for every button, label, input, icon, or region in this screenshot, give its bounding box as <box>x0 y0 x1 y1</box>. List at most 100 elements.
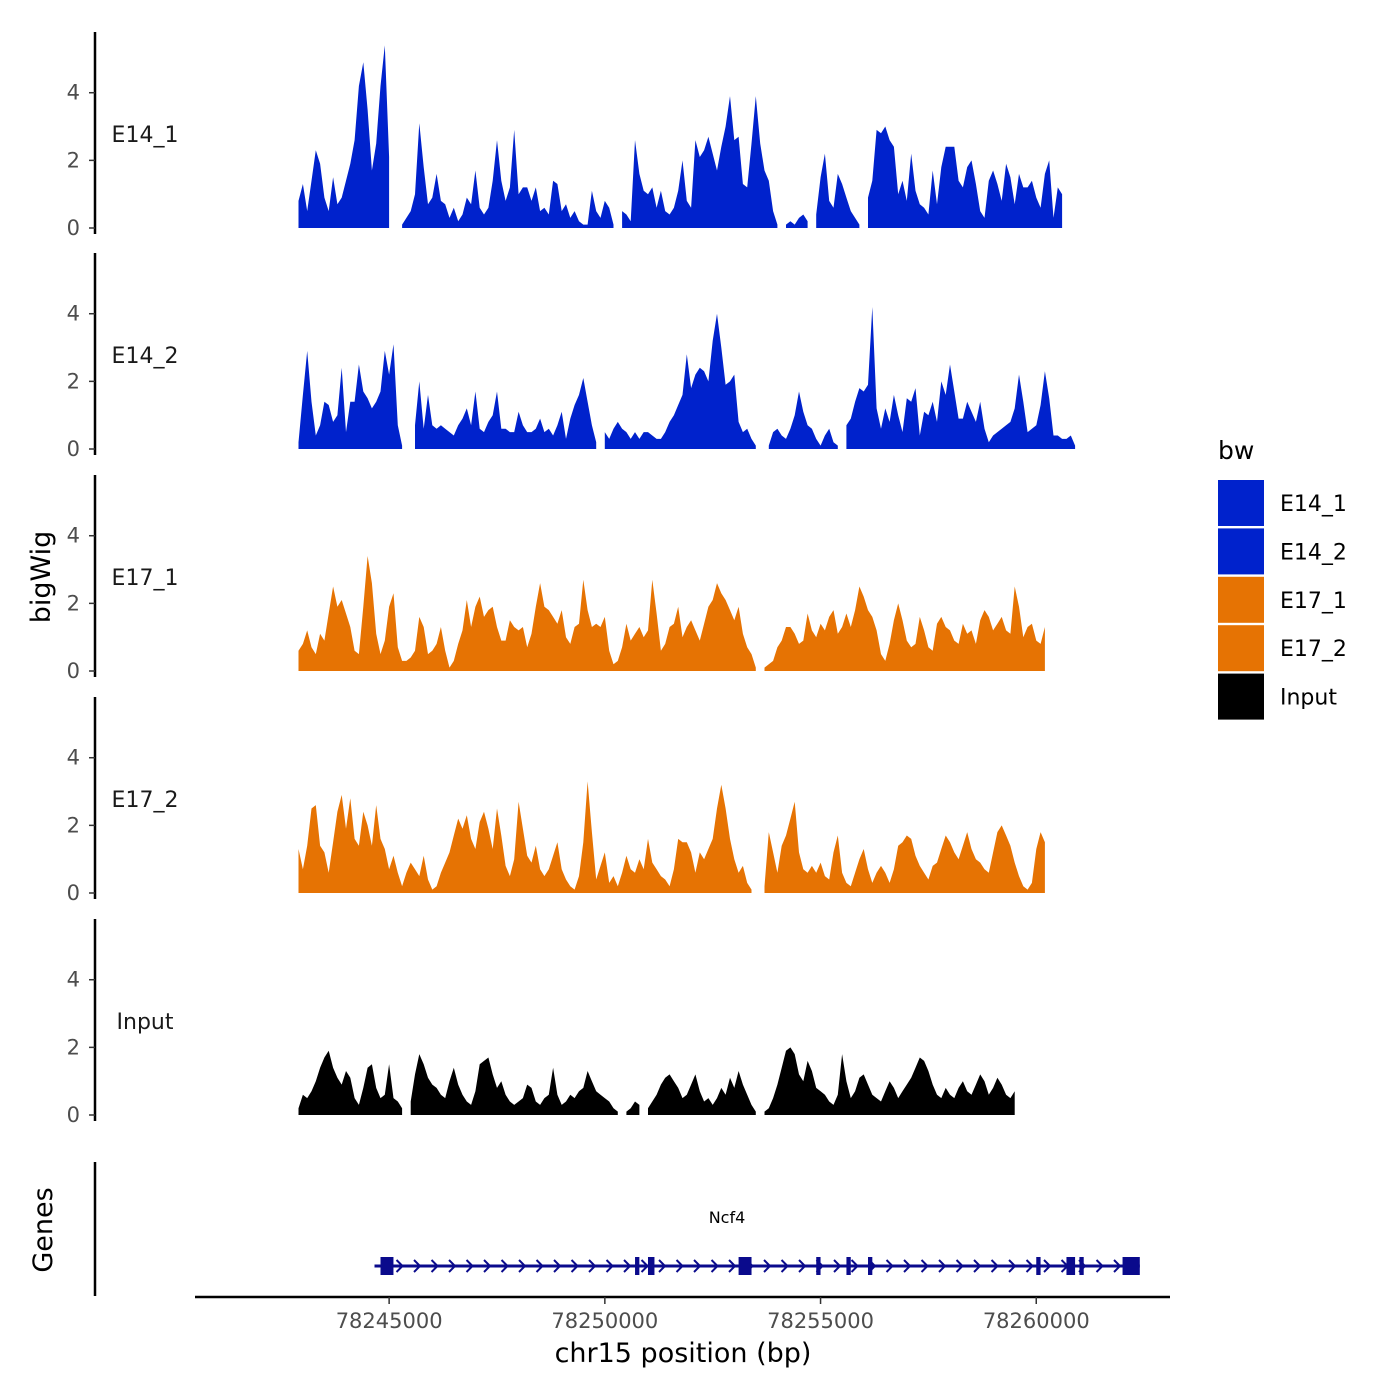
strand-arrow <box>483 1259 492 1273</box>
x-axis-title: chr15 position (bp) <box>555 1338 812 1369</box>
y-tick-label: 0 <box>67 1103 80 1127</box>
strand-arrow <box>798 1259 807 1273</box>
coverage-area-e14_1 <box>786 214 808 228</box>
track-panel-e17_2: 0 2 4 E17_2 <box>67 697 1045 905</box>
strand-arrow <box>955 1259 964 1273</box>
exon <box>635 1257 640 1275</box>
track-label: E14_2 <box>112 344 179 369</box>
legend-swatch-e17_1 <box>1218 576 1264 623</box>
strand-arrow <box>763 1259 772 1273</box>
strand-arrow <box>675 1259 684 1273</box>
strand-arrow <box>605 1259 614 1273</box>
strand-arrow <box>903 1259 912 1273</box>
strand-arrow <box>990 1259 999 1273</box>
coverage-area-e14_1 <box>868 126 1063 228</box>
track-label: E14_1 <box>112 123 179 148</box>
y-tick-label: 2 <box>67 369 80 393</box>
strand-arrow <box>430 1259 439 1273</box>
coverage-area-e14_1 <box>622 96 778 228</box>
track-panel-e17_1: 0 2 4 E17_1 <box>67 475 1045 683</box>
tracks-layer: 0 2 4 E14_1 0 2 4 E14_2 0 2 4 E17_1 0 2 4 E17_2 0 2 4 Input <box>67 32 1076 1127</box>
strand-arrow <box>395 1259 404 1273</box>
track-label: Input <box>117 1010 174 1035</box>
coverage-area-input <box>298 1050 403 1115</box>
coverage-area-e14_2 <box>768 391 838 449</box>
exon <box>380 1257 394 1275</box>
exon <box>816 1257 821 1275</box>
strand-arrow <box>1043 1259 1052 1273</box>
y-tick-label: 2 <box>67 1035 80 1059</box>
strand-arrow <box>1008 1259 1017 1273</box>
legend-swatch-e14_1 <box>1218 480 1264 526</box>
coverage-area-e17_1 <box>764 586 1045 671</box>
coverage-area-e14_1 <box>816 153 860 228</box>
y-tick-label: 4 <box>67 302 80 326</box>
coverage-area-e14_1 <box>402 123 614 228</box>
coverage-area-input <box>764 1047 1015 1115</box>
exon <box>647 1257 655 1275</box>
coverage-area-e17_2 <box>764 801 1045 893</box>
legend-label-e14_1: E14_1 <box>1280 492 1347 517</box>
coverage-area-input <box>410 1054 618 1115</box>
strand-arrow <box>833 1259 842 1273</box>
x-tick-label: 78250000 <box>551 1309 658 1333</box>
x-tick-label: 78260000 <box>983 1309 1090 1333</box>
coverage-area-input <box>648 1071 756 1115</box>
coverage-area-e17_1 <box>298 556 756 671</box>
strand-arrow <box>500 1259 509 1273</box>
y-tick-label: 4 <box>67 524 80 548</box>
legend-label-e17_2: E17_2 <box>1280 637 1347 662</box>
x-axis: 78245000 78250000 78255000 78260000 chr1… <box>195 1295 1170 1369</box>
strand-arrow <box>465 1259 474 1273</box>
strand-arrow <box>938 1259 947 1273</box>
x-tick-label: 78255000 <box>767 1309 874 1333</box>
strand-arrow <box>518 1259 527 1273</box>
strand-arrow <box>535 1259 544 1273</box>
track-panel-e14_2: 0 2 4 E14_2 <box>67 253 1076 461</box>
exon <box>846 1257 851 1275</box>
strand-arrow <box>920 1259 929 1273</box>
y-tick-label: 0 <box>67 216 80 240</box>
track-label: E17_1 <box>112 566 179 591</box>
strand-arrow <box>588 1259 597 1273</box>
coverage-area-e14_2 <box>415 378 597 449</box>
track-panel-e14_1: 0 2 4 E14_1 <box>67 32 1063 240</box>
legend-swatch-input <box>1218 673 1264 720</box>
y-tick-label: 0 <box>67 881 80 905</box>
legend-label-e17_1: E17_1 <box>1280 589 1347 614</box>
coverage-area-input <box>626 1101 640 1115</box>
strand-arrow <box>553 1259 562 1273</box>
strand-arrow <box>623 1259 632 1273</box>
exon <box>1036 1257 1041 1275</box>
genes-panel: Ncf4 Genes <box>28 1162 1140 1296</box>
track-label: E17_2 <box>112 788 179 813</box>
legend-swatch-e17_2 <box>1218 625 1264 672</box>
strand-arrow <box>885 1259 894 1273</box>
y-tick-label: 4 <box>67 81 80 105</box>
strand-arrow <box>973 1259 982 1273</box>
strand-arrow <box>710 1259 719 1273</box>
strand-arrow <box>1113 1259 1122 1273</box>
exon <box>1122 1257 1140 1275</box>
coverage-area-e17_2 <box>298 781 752 893</box>
exon <box>738 1257 752 1275</box>
genes-panel-label: Genes <box>28 1187 59 1272</box>
y-axis-title: bigWig <box>26 531 57 624</box>
x-tick-label: 78245000 <box>336 1309 443 1333</box>
legend-label-input: Input <box>1280 686 1337 711</box>
y-tick-label: 4 <box>67 746 80 770</box>
y-tick-label: 4 <box>67 968 80 992</box>
exon <box>1079 1257 1084 1275</box>
strand-arrow <box>640 1259 649 1273</box>
legend-title: bw <box>1218 436 1254 465</box>
exon <box>1066 1257 1076 1275</box>
y-tick-label: 2 <box>67 813 80 837</box>
strand-arrow <box>850 1259 859 1273</box>
coverage-area-e14_1 <box>298 45 390 229</box>
legend-label-e14_2: E14_2 <box>1280 540 1347 565</box>
y-tick-label: 0 <box>67 437 80 461</box>
y-tick-label: 2 <box>67 148 80 172</box>
y-tick-label: 0 <box>67 659 80 683</box>
coverage-area-e14_2 <box>604 313 756 449</box>
